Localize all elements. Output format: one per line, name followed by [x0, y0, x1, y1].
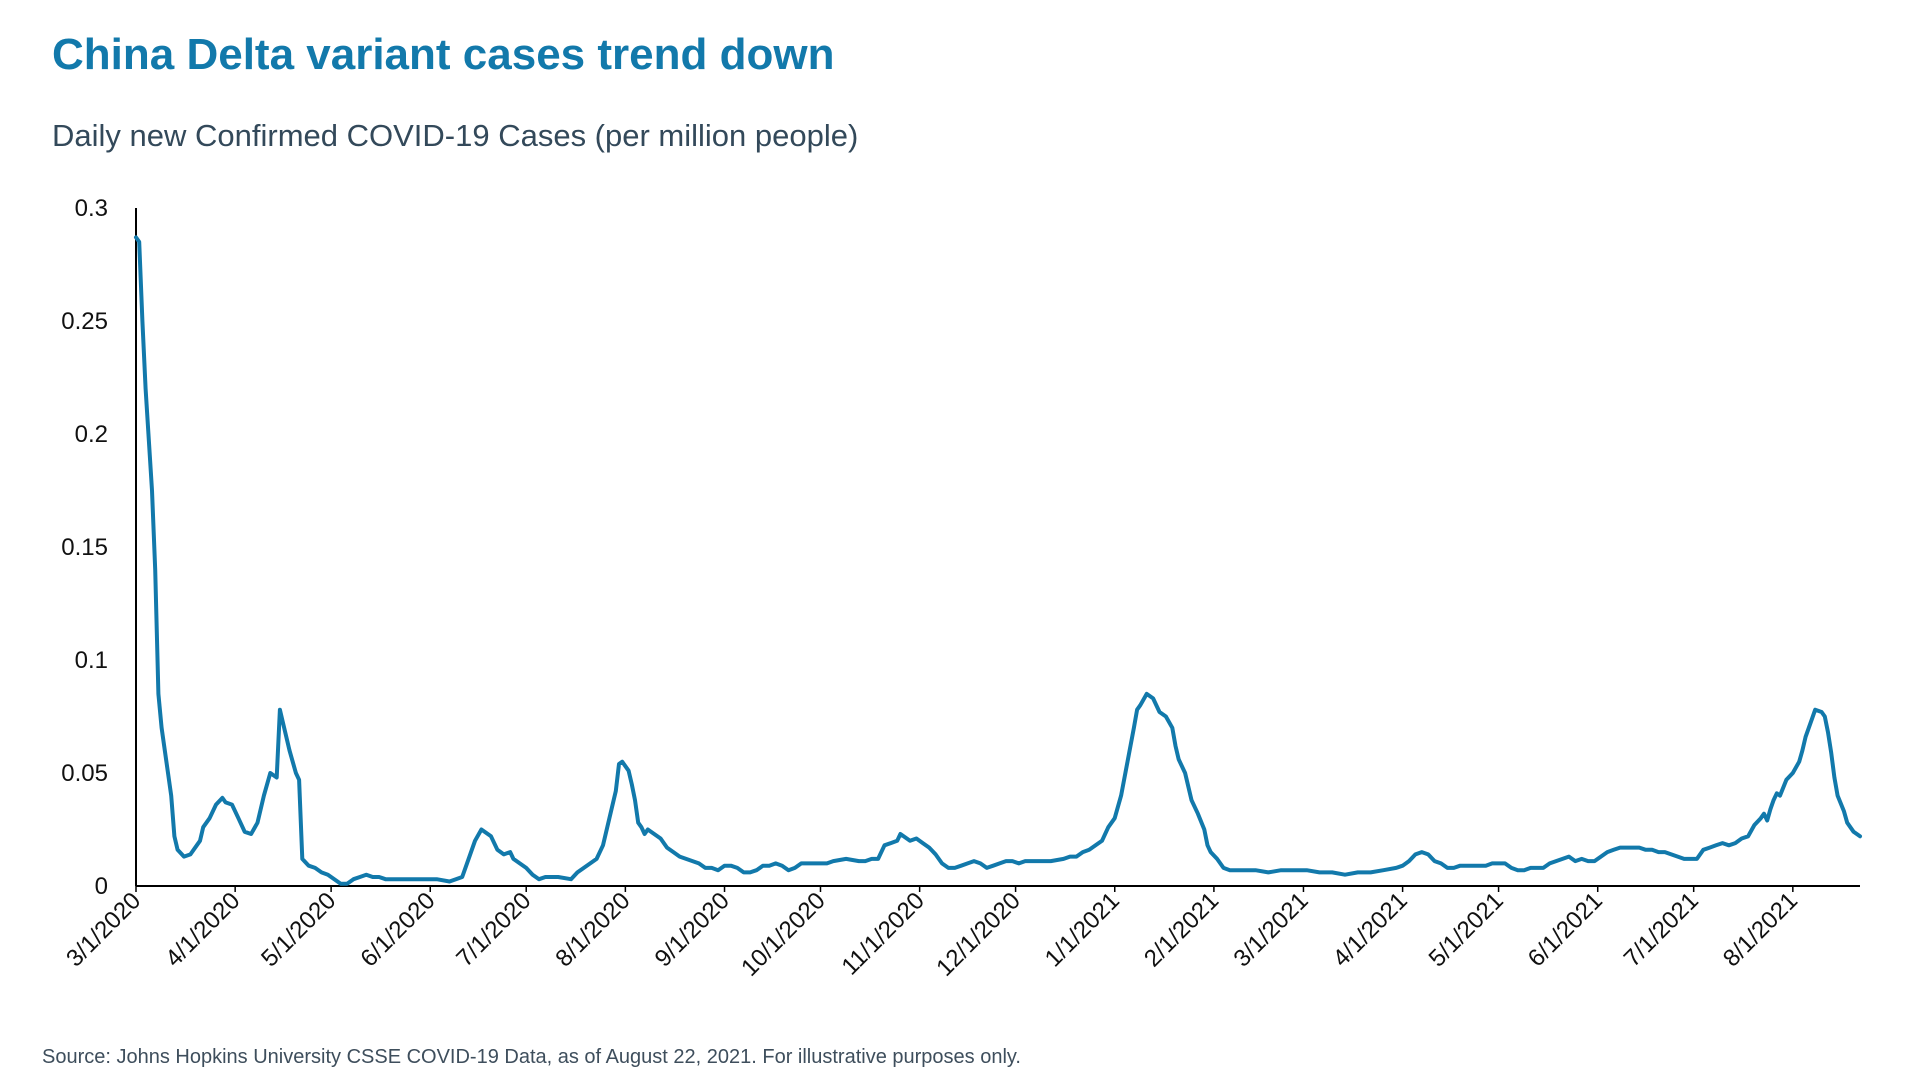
x-tick-label: 12/1/2020: [931, 887, 1026, 982]
x-tick-label: 8/1/2020: [550, 887, 635, 972]
y-tick-label: 0.25: [61, 308, 108, 335]
x-tick-label: 4/1/2021: [1328, 887, 1413, 972]
page-title: China Delta variant cases trend down: [52, 30, 835, 79]
x-tick-label: 11/1/2020: [837, 887, 930, 980]
x-tick-label: 1/1/2021: [1040, 887, 1125, 972]
x-tick-label: 10/1/2020: [736, 887, 831, 982]
x-axis: 3/1/2020 4/1/2020 5/1/2020 6/1/2020 7/1/2020…: [61, 885, 1860, 982]
series-line-0: [134, 235, 1862, 886]
x-tick-label: 5/1/2020: [256, 887, 341, 972]
x-tick-label: 2/1/2021: [1139, 887, 1224, 972]
y-axis: 0 0.05 0.1 0.15 0.2 0.25 0.3: [61, 195, 137, 900]
x-tick-label: 7/1/2021: [1619, 887, 1704, 972]
y-tick-label: 0.1: [75, 647, 108, 674]
y-tick-label: 0.2: [75, 421, 108, 448]
x-tick-label: 7/1/2020: [451, 887, 536, 972]
y-tick-label: 0.15: [61, 534, 108, 561]
source-note: Source: Johns Hopkins University CSSE CO…: [42, 1046, 1021, 1068]
chart-subtitle: Daily new Confirmed COVID-19 Cases (per …: [52, 118, 859, 153]
x-tick-label: 6/1/2021: [1523, 887, 1608, 972]
x-tick-label: 4/1/2020: [160, 887, 245, 972]
series-layer: [134, 235, 1862, 886]
x-tick-label: 9/1/2020: [650, 887, 735, 972]
x-tick-label: 6/1/2020: [355, 887, 440, 972]
y-tick-label: 0.3: [75, 195, 108, 222]
y-tick-label: 0: [95, 873, 108, 900]
x-tick-label: 5/1/2021: [1424, 887, 1509, 972]
y-tick-label: 0.05: [61, 760, 108, 787]
x-tick-label: 3/1/2021: [1229, 887, 1314, 972]
x-tick-label: 8/1/2021: [1718, 887, 1803, 972]
